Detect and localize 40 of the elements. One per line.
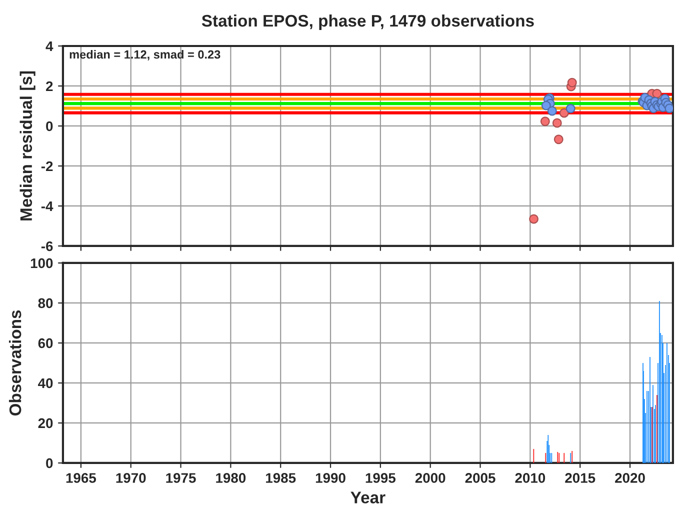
point [552,118,562,128]
x-tick-label: 1985 [266,473,296,483]
y-tick-label: -6 [41,241,53,252]
chart-title: Station EPOS, phase P, 1479 observations [202,14,534,30]
y-axis-title: Observations [8,310,22,416]
point [541,100,551,110]
point [664,104,673,114]
point [554,134,564,144]
y-tick-label: 2 [46,81,53,92]
y-tick-label: 60 [38,338,53,348]
x-tick-label: 1975 [166,473,196,483]
y-tick-label: 20 [38,418,53,428]
x-tick-label: 1995 [366,473,396,483]
x-axis-title: Year [350,492,386,504]
y-tick-label: 4 [46,41,54,52]
y-axis-title: Median residual [s] [20,71,36,220]
annotation: median = 1.12, smad = 0.23 [70,50,220,60]
point [652,88,662,98]
y-tick-label: -4 [41,201,54,212]
y-tick-label: 100 [30,258,53,268]
x-tick-label: 1965 [66,473,96,483]
point [567,78,577,88]
point [529,214,538,224]
y-tick-label: -2 [41,161,53,172]
point [566,104,576,114]
y-tick-label: 40 [38,378,53,388]
point [559,108,569,118]
point [540,116,550,126]
x-tick-label: 2005 [465,473,496,483]
x-tick-label: 1990 [316,473,346,483]
y-tick-label: 80 [38,298,53,308]
y-tick-label: 0 [46,121,53,132]
x-tick-label: 2015 [565,473,596,483]
x-tick-label: 1970 [116,473,146,483]
y-tick-label: 0 [46,458,53,468]
x-tick-label: 2010 [515,473,546,483]
x-tick-label: 1980 [216,473,246,483]
point [547,106,557,116]
x-tick-label: 2000 [415,473,446,483]
x-tick-label: 2020 [615,473,645,483]
